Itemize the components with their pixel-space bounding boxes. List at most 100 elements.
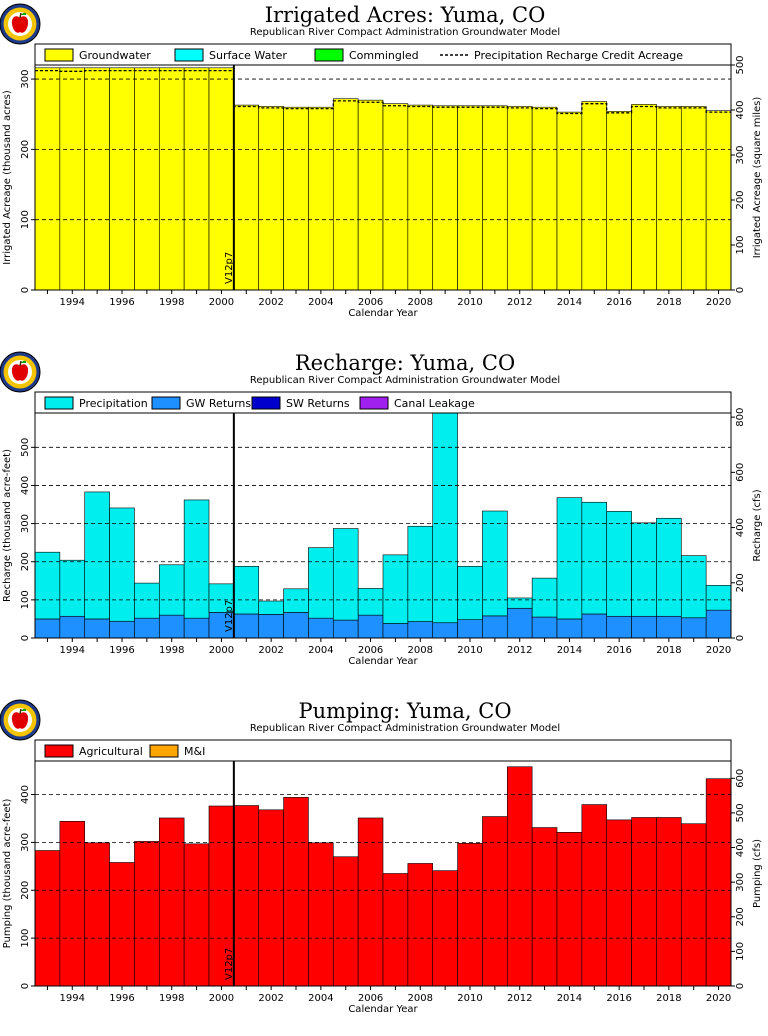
x-tick-label-2006: 2006	[358, 297, 383, 308]
x-tick-label-2010: 2010	[457, 645, 482, 656]
bar-precipitation-2008	[407, 525, 434, 622]
bar-precipitation-2006	[357, 588, 384, 616]
bar-agricultural-2018	[656, 817, 682, 987]
y-right-tick-label-400: 400	[735, 518, 746, 537]
x-tick-label-2000: 2000	[209, 645, 234, 656]
bar-precipitation-2007	[382, 554, 409, 624]
bar-agricultural-2015	[581, 804, 608, 987]
y-right-tick-label-200: 200	[735, 190, 746, 209]
legend-swatch-1	[149, 744, 179, 758]
y-tick-label-200: 200	[20, 140, 31, 159]
chart-subtitle: Republican River Compact Administration …	[250, 27, 560, 38]
bar-groundwater-2012	[506, 106, 533, 291]
bar-precipitation-2000	[208, 583, 235, 613]
bar-precipitation-2020	[705, 585, 732, 611]
plot-frame	[34, 412, 732, 639]
x-tick-label-1998: 1998	[159, 993, 184, 1004]
y-tick-label-400: 400	[20, 785, 31, 804]
bar-groundwater-2009	[432, 105, 458, 291]
apple-logo-icon	[0, 351, 41, 393]
legend-label-0: Precipitation	[79, 397, 148, 410]
chart-title: Irrigated Acres: Yuma, CO	[265, 3, 546, 27]
bar-precipitation-2002	[258, 600, 284, 615]
bar-gw-returns-2018	[656, 615, 682, 639]
legend-label-2: Commingled	[349, 49, 419, 62]
marker-label: V12p7	[224, 252, 235, 284]
chart-subtitle: Republican River Compact Administration …	[250, 723, 560, 734]
legend-label-0: Agricultural	[79, 745, 143, 758]
y-right-tick-label-0: 0	[735, 287, 746, 293]
bar-groundwater-2010	[457, 105, 483, 291]
x-tick-label-2020: 2020	[706, 993, 731, 1004]
recharge-panel: Recharge: Yuma, CO Republican River Compa…	[0, 348, 768, 688]
x-tick-label-2000: 2000	[209, 297, 234, 308]
bar-agricultural-2001	[233, 805, 260, 987]
bar-agricultural-2006	[357, 817, 384, 987]
x-tick-label-2008: 2008	[408, 993, 433, 1004]
y-tick-label-500: 500	[20, 438, 31, 457]
x-axis-label: Calendar Year	[348, 656, 418, 667]
y-right-axis-label: Pumping (cfs)	[752, 839, 763, 908]
x-tick-label-2008: 2008	[408, 297, 433, 308]
y-tick-label-0: 0	[20, 635, 31, 641]
bar-groundwater-1993	[34, 67, 61, 291]
bar-groundwater-2017	[631, 104, 657, 291]
x-axis-label: Calendar Year	[348, 1004, 418, 1015]
x-tick-label-2020: 2020	[706, 297, 731, 308]
bar-groundwater-2001	[233, 104, 260, 291]
y-tick-label-300: 300	[20, 514, 31, 533]
legend-swatch-0	[44, 48, 74, 62]
y-right-tick-label-300: 300	[735, 873, 746, 892]
bar-groundwater-2004	[308, 106, 334, 291]
x-tick-label-2016: 2016	[606, 297, 631, 308]
x-tick-label-2016: 2016	[606, 993, 631, 1004]
x-tick-label-2000: 2000	[209, 993, 234, 1004]
bar-groundwater-2018	[656, 106, 682, 291]
bar-precipitation-1996	[109, 507, 135, 622]
bar-agricultural-1998	[158, 817, 185, 987]
bar-groundwater-1995	[84, 67, 110, 291]
bar-groundwater-1997	[134, 67, 160, 291]
bar-precipitation-2004	[308, 547, 334, 619]
bar-agricultural-2012	[506, 766, 533, 987]
bar-groundwater-2013	[531, 106, 558, 291]
bar-precipitation-2018	[656, 517, 682, 617]
bar-gw-returns-2016	[606, 615, 632, 639]
bar-precipitation-2015	[581, 501, 608, 615]
bar-gw-returns-1998	[158, 614, 185, 639]
y-right-tick-label-800: 800	[735, 408, 746, 427]
bar-precipitation-2001	[233, 566, 260, 615]
bar-groundwater-2015	[581, 101, 608, 291]
bar-gw-returns-2001	[233, 613, 260, 639]
y-tick-label-400: 400	[20, 476, 31, 495]
irrigated-acres-panel: Irrigated Acres: Yuma, CO Republican Rive…	[0, 0, 768, 340]
legend-label-0: Groundwater	[79, 49, 151, 62]
bar-precipitation-2003	[283, 588, 309, 613]
x-tick-label-2018: 2018	[656, 297, 681, 308]
bar-groundwater-1996	[109, 67, 135, 291]
bar-agricultural-2002	[258, 809, 284, 987]
y-tick-label-200: 200	[20, 552, 31, 571]
bar-precipitation-1994	[59, 559, 86, 617]
bar-gw-returns-2009	[432, 622, 458, 639]
apple-logo-icon	[0, 699, 41, 741]
bar-agricultural-1994	[59, 821, 86, 987]
bar-agricultural-2004	[308, 842, 334, 987]
y-right-tick-label-400: 400	[735, 100, 746, 119]
x-tick-label-2006: 2006	[358, 993, 383, 1004]
y-right-axis-label: Irrigated Acreage (square miles)	[752, 97, 763, 259]
x-tick-label-2012: 2012	[507, 993, 532, 1004]
pumping-panel: Pumping: Yuma, CO Republican River Compac…	[0, 696, 768, 1036]
bar-gw-returns-2004	[308, 617, 334, 639]
y-right-tick-label-500: 500	[735, 55, 746, 74]
bar-groundwater-2019	[680, 106, 707, 291]
bar-gw-returns-2002	[258, 614, 284, 639]
bar-gw-returns-2019	[680, 617, 707, 639]
chart-subtitle: Republican River Compact Administration …	[250, 375, 560, 386]
bar-precipitation-2013	[531, 577, 558, 618]
bar-gw-returns-1995	[84, 618, 110, 639]
x-tick-label-2002: 2002	[258, 297, 283, 308]
y-right-tick-label-0: 0	[735, 983, 746, 989]
bar-agricultural-2011	[482, 816, 508, 987]
